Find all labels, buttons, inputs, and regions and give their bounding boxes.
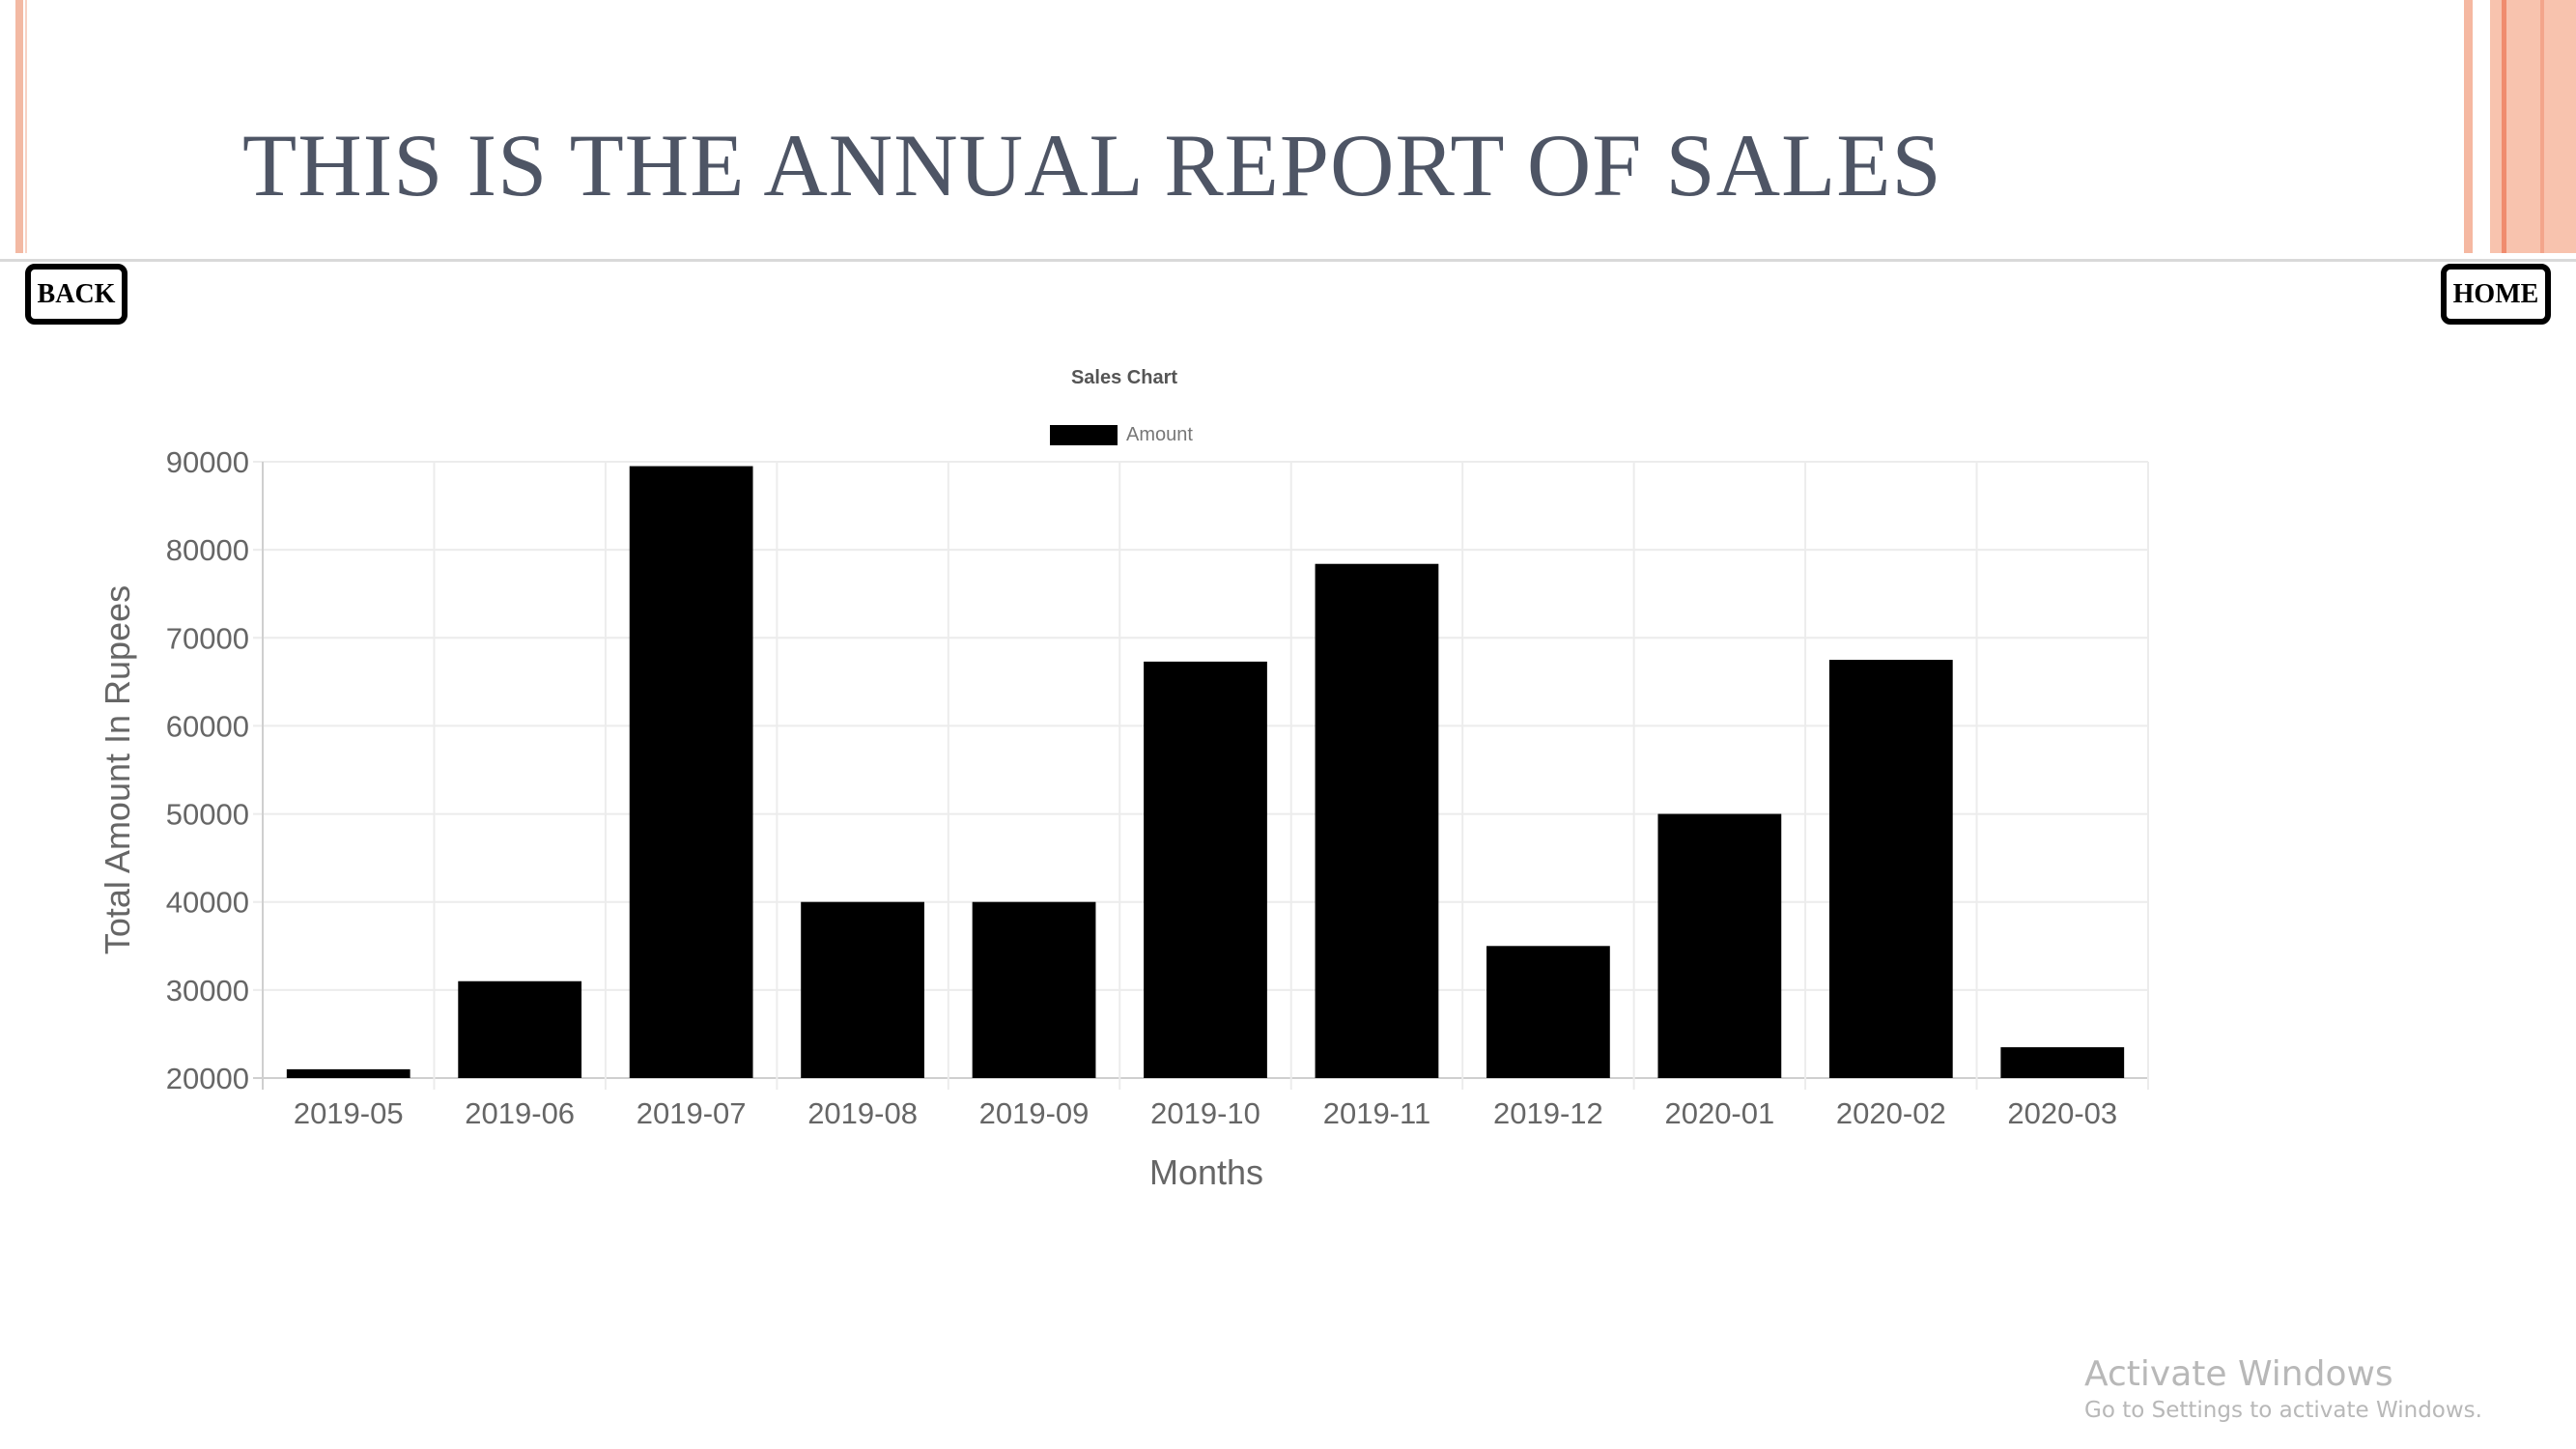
right-accent-line-2 <box>2540 0 2544 253</box>
x-tick-label: 2019-12 <box>1493 1096 1603 1130</box>
y-tick-label: 40000 <box>166 886 249 920</box>
y-tick-label: 50000 <box>166 798 249 832</box>
bar-2019-05 <box>286 1068 410 1078</box>
x-axis-ticks: 2019-05 2019-06 2019-07 2019-08 2019-09 2019-… <box>294 1096 2117 1130</box>
x-axis-label: Months <box>1149 1152 1263 1192</box>
left-accent-stripe <box>15 0 23 253</box>
legend-label: Amount <box>1126 424 1193 445</box>
bar-2019-07 <box>629 466 753 1078</box>
bar-2019-08 <box>801 901 924 1078</box>
watermark-title: Activate Windows <box>2084 1354 2393 1394</box>
bar-2020-03 <box>2000 1047 2125 1078</box>
right-accent-line <box>2502 0 2506 253</box>
y-tick-label: 20000 <box>166 1062 249 1095</box>
right-accent-stripe <box>2464 0 2473 253</box>
x-tick-label: 2019-10 <box>1150 1096 1260 1130</box>
chart-title: Sales Chart <box>1071 367 1177 388</box>
bar-2020-02 <box>1828 660 1953 1078</box>
home-button[interactable]: HOME <box>2441 264 2551 325</box>
x-tick-label: 2019-09 <box>979 1096 1090 1130</box>
bar-2019-06 <box>458 980 582 1078</box>
sales-chart: Sales Chart Amount 20000 30000 40000 50000 6… <box>98 367 2149 1192</box>
x-tick-label: 2020-01 <box>1664 1096 1774 1130</box>
y-tick-label: 80000 <box>166 533 249 567</box>
x-tick-label: 2019-07 <box>637 1096 747 1130</box>
bars <box>286 466 2125 1078</box>
x-tick-label: 2019-05 <box>294 1096 404 1130</box>
y-axis-label: Total Amount In Rupees <box>98 585 137 954</box>
watermark-subtitle: Go to Settings to activate Windows. <box>2084 1398 2482 1423</box>
y-tick-label: 90000 <box>166 445 249 479</box>
y-tick-label: 60000 <box>166 709 249 743</box>
page-title: THIS IS THE ANNUAL REPORT OF SALES <box>242 116 1942 214</box>
bar-2019-10 <box>1144 661 1267 1078</box>
x-tick-label: 2019-06 <box>465 1096 575 1130</box>
y-axis-ticks: 20000 30000 40000 50000 60000 70000 80000 90000 <box>166 445 249 1095</box>
bar-2019-12 <box>1486 946 1610 1078</box>
x-tick-label: 2019-11 <box>1323 1096 1430 1130</box>
activate-windows-watermark: Activate Windows Go to Settings to activ… <box>2084 1354 2482 1423</box>
x-tick-label: 2020-03 <box>2007 1096 2117 1130</box>
bar-2020-01 <box>1657 813 1782 1078</box>
y-tick-label: 70000 <box>166 621 249 655</box>
x-tick-label: 2019-08 <box>807 1096 918 1130</box>
y-tick-label: 30000 <box>166 974 249 1008</box>
bar-2019-09 <box>972 901 1096 1078</box>
back-button[interactable]: BACK <box>25 264 127 325</box>
header-divider <box>0 259 2576 262</box>
legend-swatch <box>1050 425 1118 445</box>
left-accent-stripe-thin <box>25 0 27 253</box>
bar-2019-11 <box>1315 563 1439 1078</box>
x-tick-label: 2020-02 <box>1836 1096 1946 1130</box>
